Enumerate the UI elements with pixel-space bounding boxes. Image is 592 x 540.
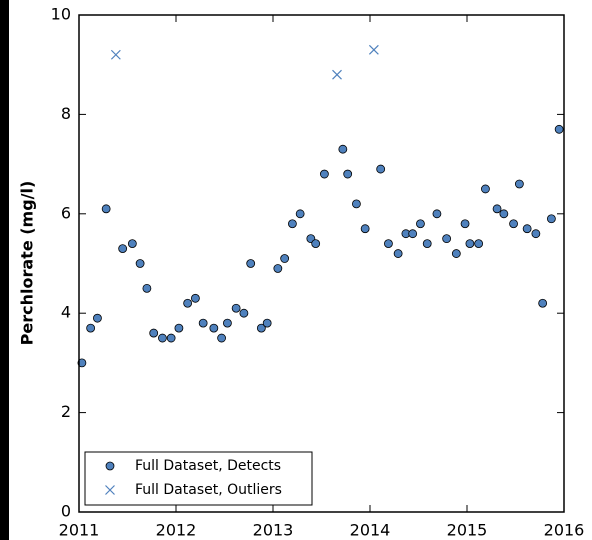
legend-marker [105, 461, 115, 471]
point [432, 209, 442, 219]
point [451, 249, 461, 258]
y-tick-label: 4 [61, 303, 71, 322]
point [86, 323, 96, 333]
legend-label: Full Dataset, Outliers [135, 482, 282, 498]
left-border [0, 0, 9, 540]
point [280, 254, 290, 263]
point [77, 358, 87, 368]
point [332, 69, 342, 80]
point [217, 333, 226, 343]
point [352, 199, 361, 209]
y-tick-label: 10 [51, 5, 71, 24]
legend: Full Dataset, Detects Full Dataset, Outli… [84, 451, 313, 506]
point [209, 323, 219, 333]
point [499, 209, 509, 219]
point [142, 283, 152, 293]
point [338, 144, 348, 154]
point [376, 164, 386, 174]
point [531, 229, 541, 239]
x-tick-label: 2013 [253, 521, 294, 540]
point [174, 323, 184, 333]
point [442, 234, 452, 244]
point [93, 313, 102, 323]
point [127, 239, 137, 249]
point [239, 308, 249, 318]
legend-marker [105, 485, 115, 495]
point [166, 333, 176, 343]
y-axis-label: Perchlorate (mg/l) [18, 181, 37, 346]
x-tick-label: 2016 [544, 521, 585, 540]
point [183, 298, 193, 308]
legend-box [84, 451, 313, 506]
point [422, 239, 432, 249]
point [287, 219, 297, 229]
x-tick-label: 2014 [350, 521, 391, 540]
y-tick-label: 0 [61, 502, 71, 521]
point [343, 169, 353, 179]
point [149, 328, 159, 338]
point [509, 219, 518, 229]
y-tick-label: 6 [61, 203, 71, 222]
y-tick-label: 2 [61, 402, 71, 421]
point [360, 224, 370, 234]
point [320, 169, 329, 179]
point [416, 219, 425, 229]
point [101, 204, 111, 214]
point [118, 244, 128, 253]
point [311, 239, 321, 249]
point [474, 239, 484, 249]
point [465, 239, 475, 249]
point [522, 224, 532, 234]
point [554, 124, 564, 134]
x-tick-label: 2015 [447, 521, 488, 540]
y-tick-label: 8 [61, 104, 71, 123]
plot-frame [78, 14, 565, 513]
point [393, 249, 403, 258]
point [295, 209, 305, 219]
point [273, 264, 283, 273]
x-tick-label: 2011 [59, 521, 100, 540]
point [158, 333, 167, 343]
point [262, 318, 272, 328]
point [538, 298, 548, 308]
point [408, 229, 418, 239]
point [514, 179, 524, 189]
point [223, 318, 232, 328]
point [460, 219, 470, 229]
point [190, 293, 200, 303]
point [110, 49, 121, 60]
point [198, 318, 208, 328]
x-tick-label: 2012 [156, 521, 197, 540]
point [231, 303, 241, 313]
legend-label: Full Dataset, Detects [135, 458, 281, 474]
point [492, 204, 502, 214]
point [481, 184, 490, 194]
point [546, 214, 556, 224]
point [368, 44, 379, 55]
point [246, 259, 256, 268]
point [256, 323, 266, 333]
point [135, 259, 145, 268]
point [384, 239, 393, 249]
